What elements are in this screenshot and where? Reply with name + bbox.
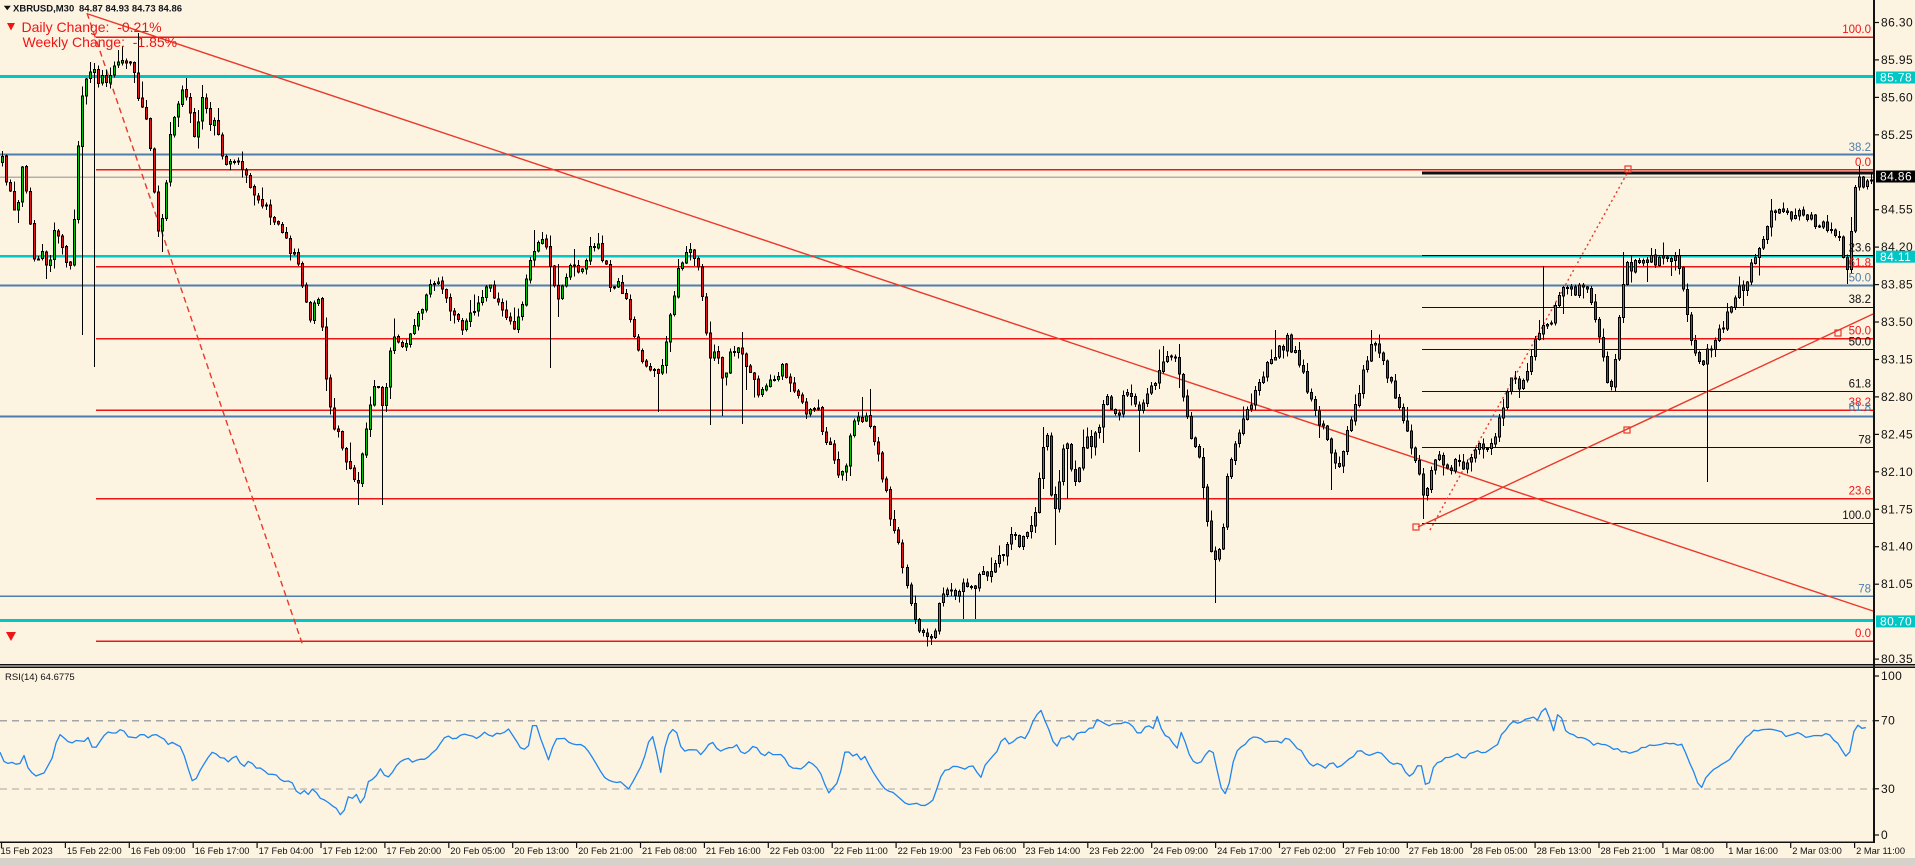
svg-text:XBRUSD,M30: XBRUSD,M30 <box>13 4 74 15</box>
svg-text:2 Mar 03:00: 2 Mar 03:00 <box>1792 846 1842 856</box>
svg-text:15 Feb 22:00: 15 Feb 22:00 <box>67 846 122 856</box>
svg-text:50.0: 50.0 <box>1849 326 1871 338</box>
svg-text:27 Feb 02:00: 27 Feb 02:00 <box>1281 846 1336 856</box>
svg-text:27 Feb 10:00: 27 Feb 10:00 <box>1345 846 1400 856</box>
svg-text:20 Feb 05:00: 20 Feb 05:00 <box>450 846 505 856</box>
svg-text:22 Feb 03:00: 22 Feb 03:00 <box>770 846 825 856</box>
svg-text:21 Feb 16:00: 21 Feb 16:00 <box>706 846 761 856</box>
svg-text:23 Feb 22:00: 23 Feb 22:00 <box>1089 846 1144 856</box>
svg-text:23.6: 23.6 <box>1849 486 1871 498</box>
svg-text:83.50: 83.50 <box>1881 315 1913 329</box>
svg-text:61.8: 61.8 <box>1849 402 1871 414</box>
svg-text:20 Feb 21:00: 20 Feb 21:00 <box>578 846 633 856</box>
svg-text:24 Feb 09:00: 24 Feb 09:00 <box>1153 846 1208 856</box>
svg-text:100.0: 100.0 <box>1842 24 1871 36</box>
svg-text:0: 0 <box>1881 828 1888 842</box>
svg-text:83.85: 83.85 <box>1881 278 1913 292</box>
svg-text:22 Feb 19:00: 22 Feb 19:00 <box>898 846 953 856</box>
svg-text:16 Feb 17:00: 16 Feb 17:00 <box>195 846 250 856</box>
svg-text:20 Feb 13:00: 20 Feb 13:00 <box>514 846 569 856</box>
svg-text:82.45: 82.45 <box>1881 427 1913 441</box>
svg-text:17 Feb 12:00: 17 Feb 12:00 <box>323 846 378 856</box>
svg-text:1 Mar 16:00: 1 Mar 16:00 <box>1728 846 1778 856</box>
svg-text:61.8: 61.8 <box>1849 379 1871 391</box>
svg-text:100: 100 <box>1881 669 1902 683</box>
svg-text:23 Feb 14:00: 23 Feb 14:00 <box>1025 846 1080 856</box>
svg-text:0.0: 0.0 <box>1855 157 1871 169</box>
svg-text:28 Feb 13:00: 28 Feb 13:00 <box>1537 846 1592 856</box>
svg-text:38.2: 38.2 <box>1849 294 1871 306</box>
svg-text:81.75: 81.75 <box>1881 502 1913 516</box>
svg-text:17 Feb 20:00: 17 Feb 20:00 <box>386 846 441 856</box>
svg-text:28 Feb 05:00: 28 Feb 05:00 <box>1473 846 1528 856</box>
svg-text:17 Feb 04:00: 17 Feb 04:00 <box>259 846 314 856</box>
svg-text:82.80: 82.80 <box>1881 390 1913 404</box>
svg-text:78: 78 <box>1858 583 1871 595</box>
svg-text:85.78: 85.78 <box>1880 71 1912 85</box>
svg-text:1 Mar 08:00: 1 Mar 08:00 <box>1664 846 1714 856</box>
svg-text:50.0: 50.0 <box>1849 337 1871 349</box>
svg-text:85.25: 85.25 <box>1881 128 1913 142</box>
svg-text:100.0: 100.0 <box>1842 510 1871 522</box>
svg-text:83.15: 83.15 <box>1881 353 1913 367</box>
svg-text:70: 70 <box>1881 714 1895 728</box>
svg-text:84.55: 84.55 <box>1881 203 1913 217</box>
svg-text:50.0: 50.0 <box>1849 273 1871 285</box>
svg-text:81.40: 81.40 <box>1881 540 1913 554</box>
svg-text:82.10: 82.10 <box>1881 465 1913 479</box>
svg-text:16 Feb 09:00: 16 Feb 09:00 <box>131 846 186 856</box>
svg-text:81.05: 81.05 <box>1881 577 1913 591</box>
svg-text:RSI(14) 64.6775: RSI(14) 64.6775 <box>5 672 75 683</box>
svg-text:0.0: 0.0 <box>1855 628 1871 640</box>
svg-text:80.70: 80.70 <box>1880 615 1912 629</box>
svg-text:Daily Change: -0.21%: Daily Change: -0.21% <box>22 19 162 35</box>
svg-text:28 Feb 21:00: 28 Feb 21:00 <box>1601 846 1656 856</box>
svg-text:86.30: 86.30 <box>1881 16 1913 30</box>
svg-text:27 Feb 18:00: 27 Feb 18:00 <box>1409 846 1464 856</box>
svg-text:15 Feb 2023: 15 Feb 2023 <box>1 846 53 856</box>
svg-text:80.35: 80.35 <box>1881 652 1913 666</box>
svg-text:84.86: 84.86 <box>1880 170 1912 184</box>
svg-text:85.95: 85.95 <box>1881 53 1913 67</box>
svg-text:38.2: 38.2 <box>1849 397 1871 409</box>
svg-text:84.11: 84.11 <box>1880 250 1911 264</box>
svg-text:84.20: 84.20 <box>1881 240 1913 254</box>
svg-text:23 Feb 06:00: 23 Feb 06:00 <box>962 846 1017 856</box>
svg-text:22 Feb 11:00: 22 Feb 11:00 <box>834 846 888 856</box>
svg-text:21 Feb 08:00: 21 Feb 08:00 <box>642 846 697 856</box>
svg-text:61.8: 61.8 <box>1849 258 1871 270</box>
svg-text:Weekly Change: -1.85%: Weekly Change: -1.85% <box>23 34 178 50</box>
svg-text:2 Mar 11:00: 2 Mar 11:00 <box>1856 846 1905 856</box>
svg-text:38.2: 38.2 <box>1849 142 1871 154</box>
svg-text:84.87 84.93 84.73 84.86: 84.87 84.93 84.73 84.86 <box>79 4 182 15</box>
svg-text:23.6: 23.6 <box>1849 243 1871 255</box>
svg-text:30: 30 <box>1881 782 1895 796</box>
svg-text:78: 78 <box>1858 435 1871 447</box>
svg-text:85.60: 85.60 <box>1881 90 1913 104</box>
svg-text:24 Feb 17:00: 24 Feb 17:00 <box>1217 846 1272 856</box>
